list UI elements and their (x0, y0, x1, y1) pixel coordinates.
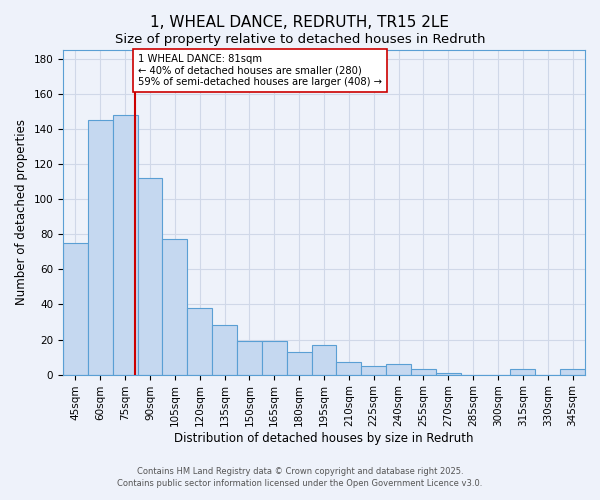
Text: Contains public sector information licensed under the Open Government Licence v3: Contains public sector information licen… (118, 478, 482, 488)
Bar (63, 243, 88, 374)
Text: Size of property relative to detached houses in Redruth: Size of property relative to detached ho… (115, 32, 485, 46)
Bar (311, 345, 337, 374)
Bar (262, 342, 287, 374)
Bar (436, 373, 461, 374)
Bar (163, 240, 187, 374)
Text: 1 WHEAL DANCE: 81sqm
← 40% of detached houses are smaller (280)
59% of semi-deta: 1 WHEAL DANCE: 81sqm ← 40% of detached h… (139, 54, 382, 86)
Bar (511, 370, 535, 374)
Bar (337, 362, 361, 374)
X-axis label: Distribution of detached houses by size in Redruth: Distribution of detached houses by size … (174, 432, 474, 445)
Bar (187, 308, 212, 374)
Bar (411, 370, 436, 374)
Text: Contains HM Land Registry data © Crown copyright and database right 2025.: Contains HM Land Registry data © Crown c… (137, 467, 463, 476)
Text: 1, WHEAL DANCE, REDRUTH, TR15 2LE: 1, WHEAL DANCE, REDRUTH, TR15 2LE (151, 15, 449, 30)
Bar (137, 178, 163, 374)
Y-axis label: Number of detached properties: Number of detached properties (15, 120, 28, 306)
Bar (361, 366, 386, 374)
Bar (386, 364, 411, 374)
Bar (88, 120, 113, 374)
Bar (560, 370, 585, 374)
Bar (237, 342, 262, 374)
Bar (212, 326, 237, 374)
Bar (113, 115, 137, 374)
Bar (287, 352, 311, 374)
